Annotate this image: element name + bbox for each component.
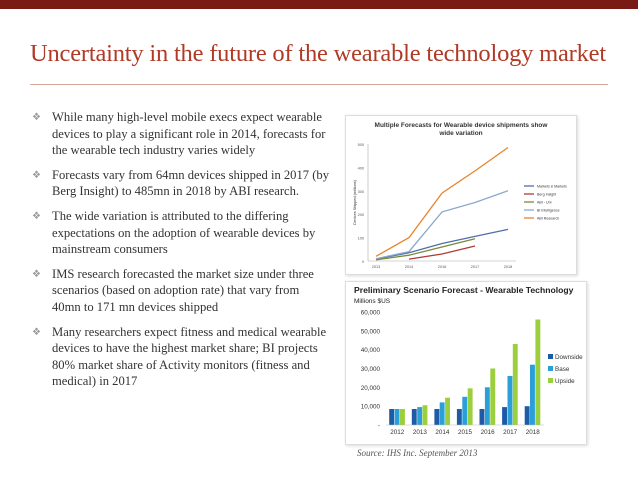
bar xyxy=(400,409,405,425)
bar xyxy=(512,344,518,425)
bar xyxy=(490,368,496,425)
bar xyxy=(530,364,535,425)
series-line xyxy=(375,238,476,261)
chart-title-line: Multiple Forecasts for Wearable device s… xyxy=(375,122,549,129)
legend-label: BI Intelligence xyxy=(537,209,560,213)
y-tick-label: 0 xyxy=(362,260,364,264)
diamond-bullet-icon: ❖ xyxy=(32,169,41,181)
y-tick-label: 300 xyxy=(358,190,364,194)
y-tick-label: 500 xyxy=(358,143,364,147)
bar xyxy=(467,388,473,425)
bar xyxy=(389,409,395,425)
bullet-text: The wide variation is attributed to the … xyxy=(52,208,316,257)
x-tick-label: 2016 xyxy=(438,265,446,269)
y-tick-label: 40,000 xyxy=(361,347,381,354)
diamond-bullet-icon: ❖ xyxy=(32,112,41,123)
x-tick-label: 2018 xyxy=(504,265,512,269)
diamond-bullet-icon: ❖ xyxy=(32,326,41,338)
forecast-line-chart: Multiple Forecasts for Wearable device s… xyxy=(345,115,577,275)
y-tick-label: 30,000 xyxy=(361,366,381,373)
bullet-item: ❖ The wide variation is attributed to the… xyxy=(30,208,330,258)
bullet-text: Forecasts vary from 64mn devices shipped… xyxy=(52,167,330,199)
x-tick-label: 2014 xyxy=(405,265,413,269)
legend-label: ABI Research xyxy=(537,217,559,221)
line-chart-svg: Multiple Forecasts for Wearable device s… xyxy=(353,122,567,269)
chart-title-line: wide variation xyxy=(438,130,482,137)
bar xyxy=(445,397,450,425)
bullet-text: Many researchers expect fitness and medi… xyxy=(52,324,327,389)
slide-title: Uncertainty in the future of the wearabl… xyxy=(30,40,606,67)
bullet-item: ❖ While many high-level mobile execs expe… xyxy=(30,109,330,159)
chart-title: Preliminary Scenario Forecast - Wearable… xyxy=(354,285,574,295)
x-tick-label: 2016 xyxy=(481,429,496,436)
source-note: Source: IHS Inc. September 2013 xyxy=(357,448,478,458)
bar xyxy=(507,376,513,425)
series-line xyxy=(375,190,509,260)
y-tick-label: 60,000 xyxy=(361,310,381,317)
bar-chart-svg: Preliminary Scenario Forecast - Wearable… xyxy=(354,285,583,436)
legend-label: Base xyxy=(555,366,570,373)
bar xyxy=(417,407,423,425)
y-axis-label: Devices Shipped (millions) xyxy=(353,179,357,224)
bar xyxy=(394,409,400,425)
legend-label: Markets & Markets xyxy=(537,185,567,189)
bar xyxy=(456,409,462,425)
bar xyxy=(502,407,507,425)
legend-label: ABI - Uni xyxy=(537,201,552,205)
bullet-item: ❖ IMS research forecasted the market size… xyxy=(30,266,330,316)
title-divider xyxy=(30,84,608,85)
legend-label: Downside xyxy=(555,354,583,361)
x-tick-label: 2017 xyxy=(471,265,479,269)
y-tick-label: 400 xyxy=(358,166,364,170)
x-tick-label: 2018 xyxy=(526,429,541,436)
bullet-item: ❖ Forecasts vary from 64mn devices shipp… xyxy=(30,167,330,200)
legend-swatch xyxy=(548,366,553,371)
legend-swatch xyxy=(548,378,553,383)
bullet-item: ❖ Many researchers expect fitness and med… xyxy=(30,324,330,390)
y-tick-label: 100 xyxy=(358,237,364,241)
bullet-text: While many high-level mobile execs expec… xyxy=(52,110,326,158)
series-line xyxy=(375,228,509,260)
bar xyxy=(484,387,490,425)
x-tick-label: 2012 xyxy=(390,429,405,436)
bullet-text: IMS research forecasted the market size … xyxy=(52,266,314,314)
series-line xyxy=(408,245,476,260)
chart-title: Multiple Forecasts for Wearable device s… xyxy=(375,122,549,137)
x-tick-label: 2013 xyxy=(372,265,380,269)
bar xyxy=(411,409,417,425)
x-tick-label: 2017 xyxy=(503,429,518,436)
diamond-bullet-icon: ❖ xyxy=(32,268,41,280)
bar xyxy=(462,396,468,426)
bar xyxy=(439,402,445,425)
series-line xyxy=(375,146,509,257)
x-tick-label: 2015 xyxy=(458,429,473,436)
y-tick-label: - xyxy=(378,423,380,430)
bar xyxy=(422,405,428,425)
top-accent-bar xyxy=(0,0,638,9)
bullet-list: ❖ While many high-level mobile execs expe… xyxy=(30,109,330,398)
legend-label: Upside xyxy=(555,378,575,385)
x-tick-label: 2013 xyxy=(413,429,428,436)
bar xyxy=(479,409,485,425)
legend-label: Berg Insight xyxy=(537,193,556,197)
y-tick-label: 10,000 xyxy=(361,404,381,411)
legend-swatch xyxy=(548,354,553,359)
y-tick-label: 50,000 xyxy=(361,328,381,335)
chart-subtitle: Millions $US xyxy=(354,298,391,305)
x-tick-label: 2014 xyxy=(435,429,450,436)
diamond-bullet-icon: ❖ xyxy=(32,210,41,222)
bar xyxy=(535,319,541,425)
y-tick-label: 200 xyxy=(358,213,364,217)
bar xyxy=(524,406,530,425)
scenario-bar-chart: Preliminary Scenario Forecast - Wearable… xyxy=(345,281,587,445)
y-tick-label: 20,000 xyxy=(361,385,381,392)
bar xyxy=(434,409,440,425)
